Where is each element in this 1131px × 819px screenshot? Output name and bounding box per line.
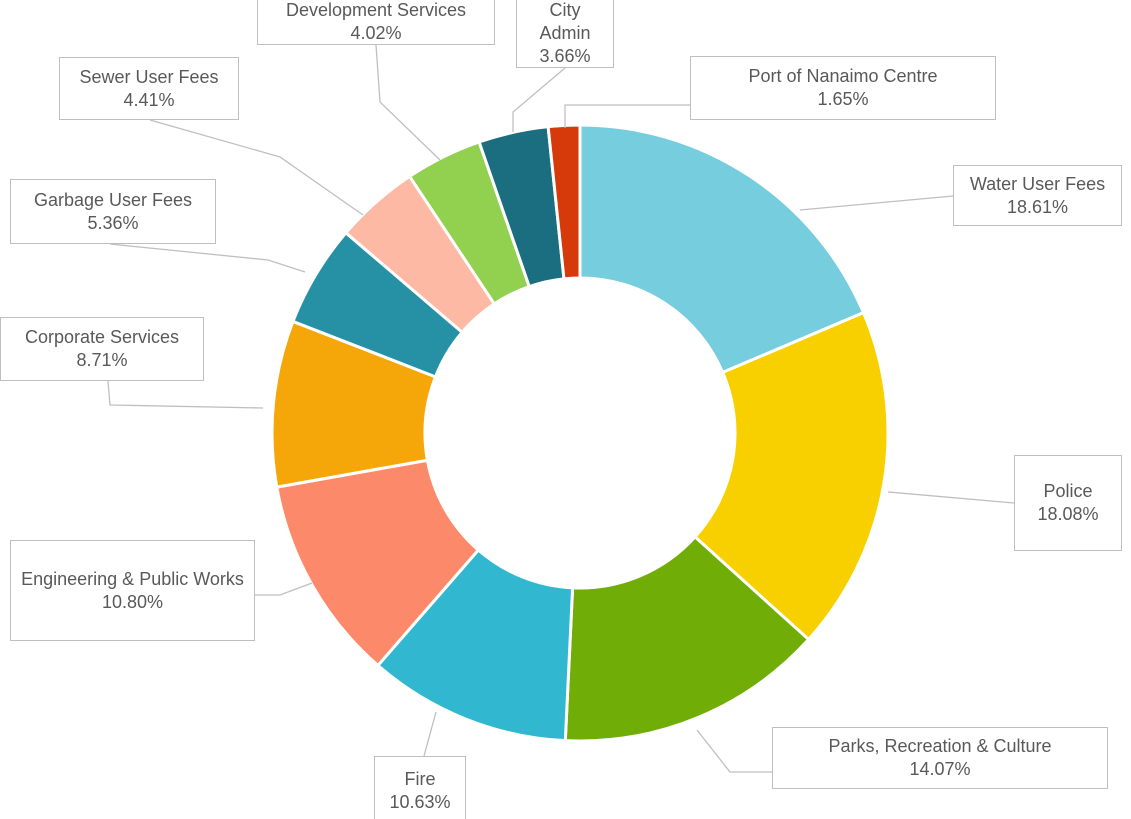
data-label: Garbage User Fees 5.36% <box>10 179 216 244</box>
label-name: City Admin <box>539 0 591 43</box>
label-value: 4.02% <box>350 22 402 43</box>
label-value: 4.41% <box>123 89 175 110</box>
leader-line <box>696 729 772 773</box>
slice <box>563 534 811 743</box>
label-name: Sewer User Fees <box>79 66 219 87</box>
label-name: Garbage User Fees <box>33 189 193 210</box>
data-label: Engineering & Public Works 10.80% <box>10 540 255 641</box>
label-value: 8.71% <box>76 350 128 370</box>
label-value: 18.08% <box>1037 504 1099 524</box>
data-label: Corporate Services 8.71% <box>0 317 204 381</box>
leader-line <box>799 195 954 211</box>
label-value: 3.66% <box>539 45 591 66</box>
data-label: Port of Nanaimo Centre 1.65% <box>690 56 996 120</box>
data-label: Parks, Recreation & Culture 14.07% <box>772 727 1108 789</box>
label-value: 1.65% <box>817 89 869 109</box>
data-label: Development Services 4.02% <box>257 0 495 45</box>
label-value: 10.80% <box>101 591 164 612</box>
label-name: Parks, Recreation & Culture <box>828 736 1052 756</box>
label-name: Development Services <box>285 0 467 20</box>
leader-line <box>564 104 690 128</box>
label-value: 10.63% <box>389 792 451 812</box>
label-name: Engineering & Public Works <box>21 568 244 589</box>
data-label: Fire 10.63% <box>374 756 466 819</box>
leader-line <box>375 44 441 161</box>
data-label: Police 18.08% <box>1014 455 1122 551</box>
label-name: Police <box>1043 481 1093 501</box>
data-label: City Admin 3.66% <box>516 0 614 68</box>
leader-line <box>512 67 566 132</box>
leader-line <box>149 119 364 216</box>
label-name: Fire <box>404 769 436 789</box>
leader-line <box>107 380 264 409</box>
label-value: 18.61% <box>1006 196 1069 217</box>
slice <box>578 123 866 375</box>
label-name: Port of Nanaimo Centre <box>748 66 938 86</box>
data-label: Water User Fees 18.61% <box>953 165 1122 226</box>
leader-line <box>109 243 306 273</box>
leader-line <box>255 582 313 596</box>
leader-line <box>887 491 1015 504</box>
slice <box>375 547 575 743</box>
label-value: 5.36% <box>87 212 139 233</box>
slice <box>692 310 890 642</box>
leader-line <box>423 711 437 757</box>
label-name: Corporate Services <box>24 327 180 347</box>
slice <box>546 123 582 281</box>
data-label: Sewer User Fees 4.41% <box>59 57 239 120</box>
label-name: Water User Fees <box>969 173 1106 194</box>
label-value: 14.07% <box>909 759 971 779</box>
